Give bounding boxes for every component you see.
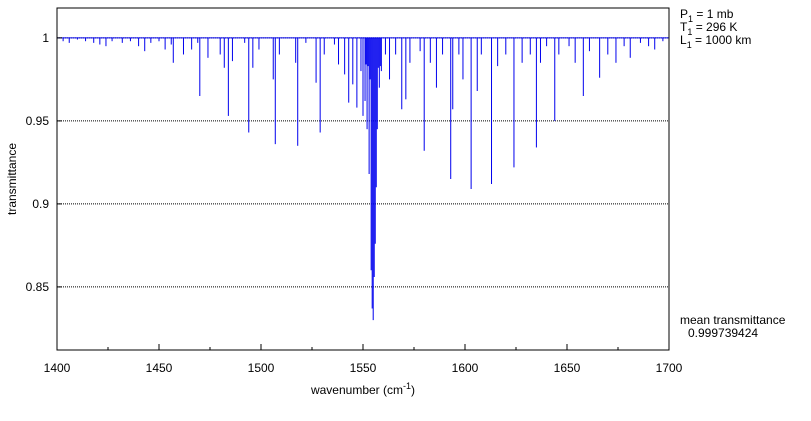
y-axis-label: transmittance [5,143,19,215]
x-axis-label: wavenumber (cm-1) [310,381,415,397]
x-axis-label-text: wavenumber (cm [310,383,403,397]
x-tick-label: 1650 [554,361,581,375]
y-tick-label: 0.85 [26,280,50,294]
condition: P1 = 1 mb [680,7,734,24]
x-tick-label: 1500 [248,361,275,375]
x-tick-label: 1400 [44,361,71,375]
condition: L1 = 1000 km [680,33,751,50]
condition-text: = 1 mb [693,7,734,21]
x-axis-label-end: ) [411,383,415,397]
condition-sub: 1 [687,40,692,50]
mean-label: mean transmittance [680,313,786,327]
y-tick-label: 0.9 [32,197,49,211]
condition-symbol: P [680,7,688,21]
condition-text: = 296 K [692,20,737,34]
condition-sub: 1 [687,27,692,37]
condition-sub: 1 [688,14,693,24]
y-tick-label: 0.95 [26,114,50,128]
x-tick-label: 1700 [656,361,683,375]
condition-symbol: T [680,20,688,34]
x-tick-label: 1550 [350,361,377,375]
x-axis-label-sup: -1 [403,381,411,391]
x-tick-label: 1450 [146,361,173,375]
x-tick-label: 1600 [452,361,479,375]
mean-value: 0.999739424 [688,326,758,340]
y-tick-label: 1 [42,31,49,45]
condition: T1 = 296 K [680,20,737,37]
condition-text: = 1000 km [692,33,752,47]
condition-symbol: L [680,33,687,47]
plot-area [57,37,669,321]
